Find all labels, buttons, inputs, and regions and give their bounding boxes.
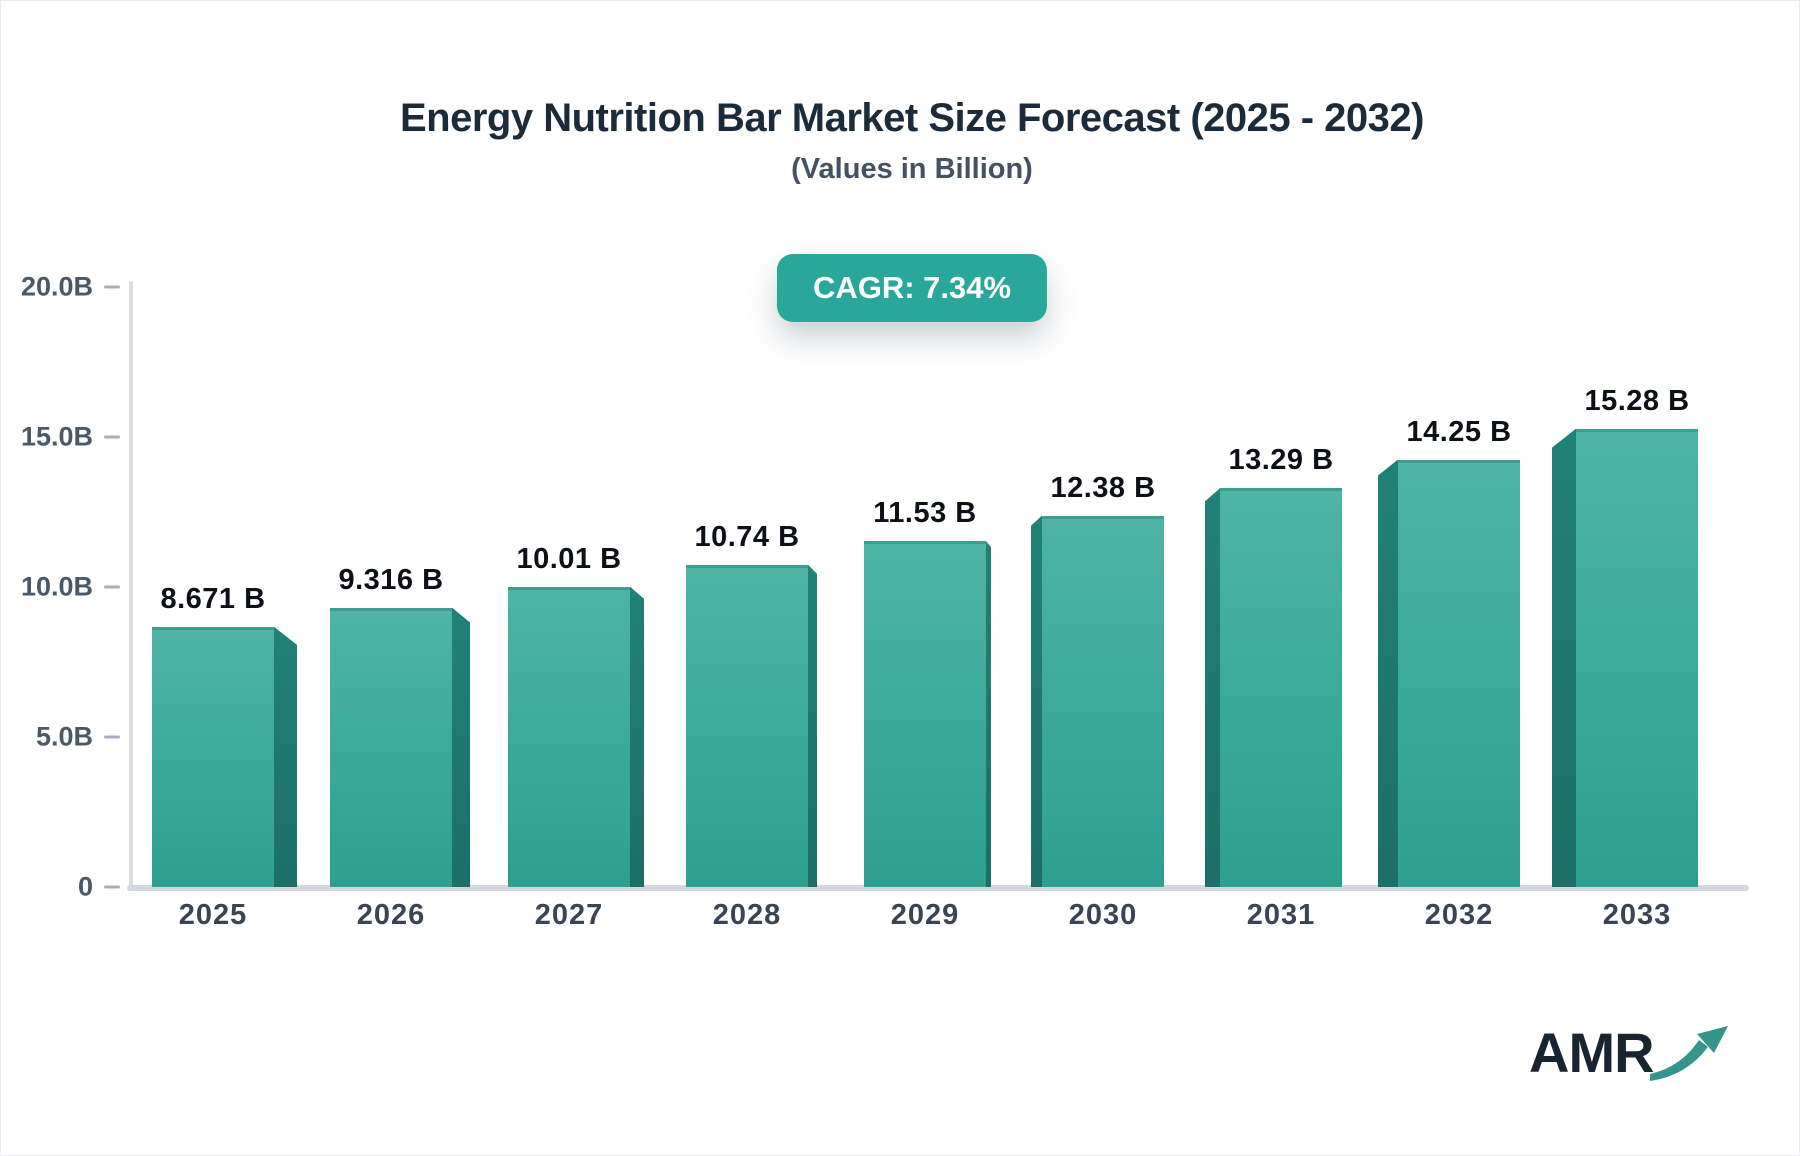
y-axis-tick-label: 0 [77,871,93,902]
x-axis-label: 2030 [1068,899,1138,931]
bar [1398,459,1520,887]
bar-3d-side [630,586,644,887]
bar-3d-side [452,607,470,887]
x-axis-label: 2028 [712,899,782,931]
chart-title: Energy Nutrition Bar Market Size Forecas… [400,96,1424,140]
x-axis-label: 2026 [356,899,426,931]
x-axis-label: 2029 [890,899,960,931]
amr-logo: AMR [1529,1025,1732,1089]
bar [864,541,986,887]
bar-value-label: 10.74 B [694,520,800,553]
y-axis-tick-mark [104,735,120,739]
bar-value-label: 8.671 B [160,582,266,615]
bar [152,626,274,887]
bar-value-label: 12.38 B [1050,471,1156,504]
amr-logo-text: AMR [1529,1021,1655,1084]
chart-subtitle: (Values in Billion) [791,153,1033,185]
bar-value-label: 14.25 B [1406,415,1512,448]
bar [686,564,808,887]
x-axis-label: 2025 [178,899,248,931]
bar [1576,428,1698,887]
y-axis-tick-mark [104,885,120,889]
bar [1220,488,1342,887]
y-axis-tick-mark [104,285,120,289]
bar-3d-side [1031,515,1042,887]
cagr-badge: CAGR: 7.34% [776,254,1048,322]
bar [330,607,452,887]
y-axis-tick-label: 10.0B [20,571,93,602]
x-axis-label: 2032 [1424,899,1494,931]
x-axis-line [127,885,1749,891]
bar-3d-side [808,564,817,887]
y-axis-tick-label: 5.0B [35,721,93,752]
y-axis-tick-mark [104,585,120,589]
bar-3d-side [1378,459,1398,887]
bar-value-label: 10.01 B [516,542,622,575]
y-axis-line [129,281,133,891]
chart-header: Energy Nutrition Bar Market Size Forecas… [1,96,1799,186]
bar-3d-side [986,541,991,887]
x-axis-label: 2033 [1602,899,1672,931]
bar-value-label: 15.28 B [1584,384,1690,417]
bar-value-label: 11.53 B [873,497,977,530]
x-axis-label: 2027 [534,899,604,931]
bar-value-label: 9.316 B [338,563,444,596]
bar-value-label: 13.29 B [1228,444,1334,477]
bar-3d-side [1205,488,1220,887]
amr-arrow-icon [1649,1026,1728,1081]
bar-3d-side [1552,428,1576,887]
y-axis-tick-label: 20.0B [20,271,93,302]
bar-3d-side [274,626,297,887]
y-axis-tick-mark [104,435,120,439]
y-axis-tick-label: 15.0B [20,421,93,452]
bar [1042,515,1164,887]
bar [508,586,630,887]
x-axis-label: 2031 [1246,899,1316,931]
